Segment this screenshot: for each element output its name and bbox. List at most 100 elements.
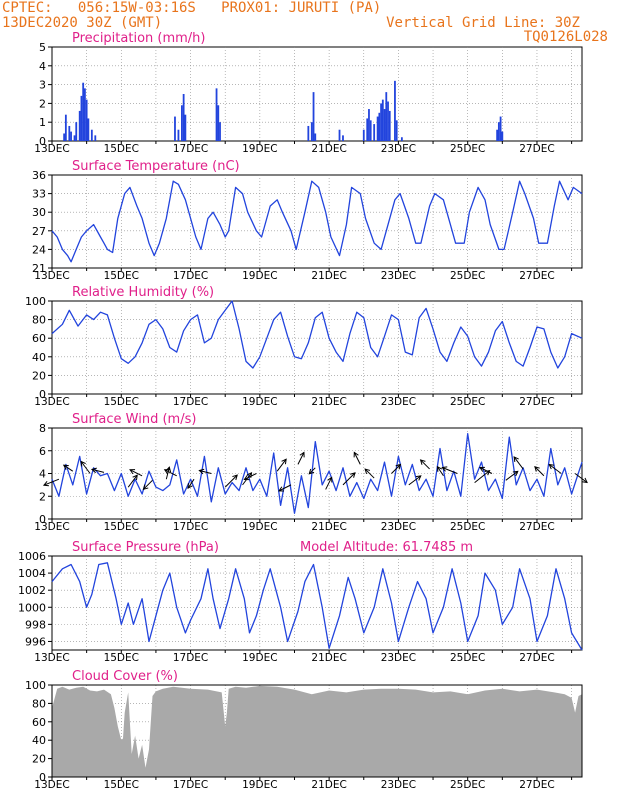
precip-ytick-label: 4 xyxy=(39,60,46,73)
precip-bar xyxy=(87,118,90,141)
precip-bar xyxy=(338,129,341,141)
wind-arrow xyxy=(408,475,422,486)
wind-arrow-head xyxy=(42,481,49,487)
wind-arrow-head xyxy=(187,483,193,490)
wind-arrow xyxy=(43,478,60,486)
precip-bar xyxy=(182,94,185,141)
pressure-ytick-label: 1006 xyxy=(18,550,46,563)
wind-arrow-head xyxy=(278,486,285,492)
precip-bar xyxy=(362,129,365,141)
cloud-title: Cloud Cover (%) xyxy=(72,669,178,684)
precip-bar xyxy=(496,129,499,141)
wind-arrow xyxy=(353,452,361,465)
precip-ytick-label: 3 xyxy=(39,79,46,92)
wind-arrow-head xyxy=(353,451,359,458)
precip-bar xyxy=(184,114,187,141)
precip-bar xyxy=(84,88,86,141)
temp-ytick-label: 27 xyxy=(32,225,46,238)
precip-frame xyxy=(51,46,583,142)
wind-arrow xyxy=(242,472,252,486)
precip-bar xyxy=(499,116,502,141)
wind-arrow-head xyxy=(513,456,519,462)
rh-xtick-label: 27DEC xyxy=(519,396,554,408)
wind-arrow-head xyxy=(419,459,426,465)
wind-arrow xyxy=(574,473,588,483)
pressure-ytick-label: 998 xyxy=(25,618,46,631)
rh-ytick-label: 100 xyxy=(25,295,46,308)
wind-xtick-label: 19DEC xyxy=(242,521,277,533)
rh-xtick-label: 23DEC xyxy=(381,396,416,408)
precip-bar xyxy=(342,135,344,141)
cloud-xtick-label: 17DEC xyxy=(173,779,208,791)
precip-bar xyxy=(307,125,310,141)
precip-bar xyxy=(82,82,85,141)
wind-panel: 0 2 4 6 8 13DEC 15DEC 17DEC 19DEC 21DEC 23DEC 25DEC… xyxy=(34,412,588,533)
wind-arrow-head xyxy=(534,466,540,472)
cloud-frame-top xyxy=(51,684,583,778)
precip-bar xyxy=(63,133,66,141)
wind-xtick-label: 23DEC xyxy=(381,521,416,533)
precip-bar xyxy=(387,101,389,141)
rh-series-line xyxy=(51,300,583,369)
precip-bar xyxy=(378,112,381,141)
pressure-ytick-label: 1002 xyxy=(18,584,46,597)
precip-bar xyxy=(90,129,93,141)
temp-xtick-label: 23DEC xyxy=(381,270,416,282)
wind-arrow xyxy=(143,479,153,490)
cloud-xtick-label: 15DEC xyxy=(104,779,139,791)
cloud-panel: 0 20 40 60 80 100 13DEC 15DEC 17DEC 19DEC 21DEC 23D… xyxy=(25,669,583,791)
wind-arrow xyxy=(129,469,143,477)
precip-bar xyxy=(366,118,369,141)
precip-xtick-label: 19DEC xyxy=(242,143,277,155)
precip-xtick-label: 23DEC xyxy=(381,143,416,155)
rh-xtick-label: 21DEC xyxy=(311,396,346,408)
temp-ytick-label: 33 xyxy=(32,188,46,201)
rh-ytick-label: 60 xyxy=(32,332,46,345)
cloud-xtick-label: 13DEC xyxy=(34,779,69,791)
rh-xtick-label: 15DEC xyxy=(104,396,139,408)
precip-bar xyxy=(181,105,183,141)
wind-arrow-head xyxy=(232,474,238,481)
pressure-xtick-label: 21DEC xyxy=(311,652,346,664)
precip-xtick-label: 27DEC xyxy=(519,143,554,155)
wind-ytick-label: 2 xyxy=(39,490,46,503)
wind-arrow xyxy=(127,474,138,488)
wind-arrow xyxy=(474,470,490,483)
wind-arrow xyxy=(364,468,375,479)
wind-series-line xyxy=(51,433,583,514)
precip-bar xyxy=(501,131,504,141)
wind-arrow xyxy=(276,458,287,472)
precip-bar xyxy=(369,120,372,141)
temp-xtick-label: 15DEC xyxy=(104,270,139,282)
wind-xtick-label: 27DEC xyxy=(519,521,554,533)
precip-ytick-label: 5 xyxy=(39,41,46,54)
precip-bar xyxy=(215,88,218,141)
wind-xtick-label: 21DEC xyxy=(311,521,346,533)
temp-title: Surface Temperature (nC) xyxy=(72,159,240,174)
precip-xtick-label: 13DEC xyxy=(34,143,69,155)
cloud-area xyxy=(52,685,582,777)
wind-arrow-head xyxy=(350,472,356,478)
temp-xtick-label: 19DEC xyxy=(242,270,277,282)
header-date: 13DEC2020 30Z (GMT) xyxy=(2,15,163,31)
temp-xtick-label: 27DEC xyxy=(519,270,554,282)
cloud-ytick-label: 40 xyxy=(32,734,46,747)
pressure-xtick-label: 19DEC xyxy=(242,652,277,664)
wind-arrow-head xyxy=(129,469,136,475)
wind-arrow-head xyxy=(415,475,422,481)
precip-ytick-label: 2 xyxy=(39,97,46,110)
wind-arrow xyxy=(80,461,91,474)
precip-bar xyxy=(400,137,403,141)
pressure-xtick-label: 13DEC xyxy=(34,652,69,664)
header-station: CPTEC: 056:15W-03:16S PROX01: JURUTI (PA… xyxy=(2,0,382,16)
precip-panel: 0 1 2 3 4 5 13DEC 15DEC 17DEC 19DEC 21DEC 23DEC 25DE… xyxy=(34,31,583,155)
precip-bar xyxy=(314,133,317,141)
wind-arrow-head xyxy=(142,484,149,491)
rh-title: Relative Humidity (%) xyxy=(72,285,214,300)
rh-ytick-label: 40 xyxy=(32,351,46,364)
wind-arrow xyxy=(308,467,316,475)
temp-ytick-label: 24 xyxy=(32,243,46,256)
wind-arrow xyxy=(420,459,430,470)
precip-bar xyxy=(73,135,76,141)
